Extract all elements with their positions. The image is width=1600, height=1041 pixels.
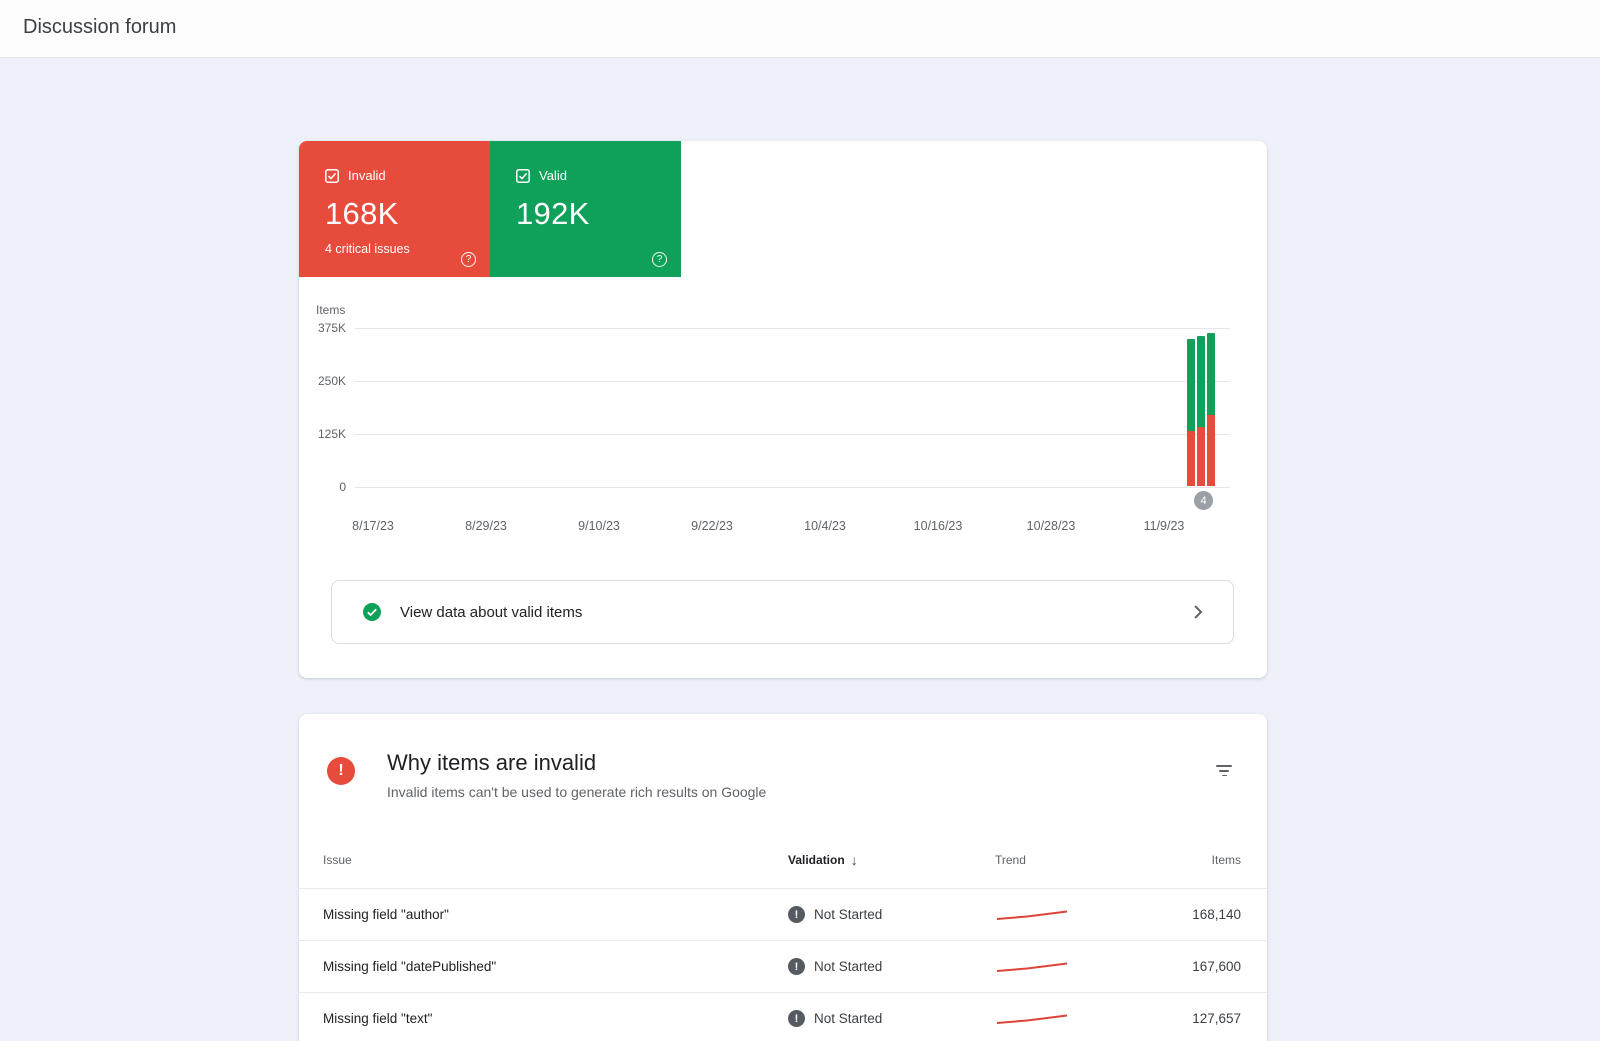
col-validation[interactable]: Validation ↓ <box>788 852 995 868</box>
trend-cell <box>995 1012 1155 1026</box>
invalid-label: Invalid <box>348 168 386 183</box>
error-icon: ! <box>327 757 355 785</box>
critical-issues-note: 4 critical issues <box>325 242 410 256</box>
y-tick: 250K <box>317 374 346 388</box>
validation-status: Not Started <box>814 959 883 974</box>
x-tick: 8/17/23 <box>352 519 394 533</box>
valid-count: 192K <box>516 196 590 231</box>
x-tick: 11/9/23 <box>1143 519 1185 533</box>
gridline: 250K <box>318 374 1230 388</box>
report-header: Discussion forum <box>0 0 1600 58</box>
annotations-count-badge[interactable]: 4 <box>1194 491 1213 510</box>
col-validation-label: Validation <box>788 853 845 867</box>
checkbox-checked-icon <box>325 168 339 183</box>
issue-row[interactable]: Missing field "author"! Not Started 168,14… <box>299 889 1267 941</box>
view-valid-items-row[interactable]: View data about valid items <box>331 580 1234 644</box>
issues-title: Why items are invalid <box>387 750 597 775</box>
x-tick: 9/22/23 <box>691 519 733 533</box>
issue-items-count: 167,600 <box>1192 959 1241 974</box>
y-axis-title: Items <box>316 303 346 317</box>
valid-toggle-header: Valid <box>516 168 681 183</box>
help-icon[interactable]: ? <box>461 252 476 267</box>
trend-cell <box>995 960 1155 974</box>
invalid-count: 168K <box>325 196 399 231</box>
gridline: 125K <box>318 427 1230 441</box>
col-issue: Issue <box>323 853 352 867</box>
issue-row[interactable]: Missing field "text"! Not Started 127,657 <box>299 993 1267 1041</box>
stacked-bar[interactable] <box>1197 335 1205 486</box>
validation-status: Not Started <box>814 907 883 922</box>
issues-table: Issue Validation ↓ Trend Items Missing f… <box>299 832 1267 1041</box>
sort-desc-icon: ↓ <box>850 852 858 868</box>
valid-summary-toggle[interactable]: Valid 192K ? <box>490 141 681 277</box>
x-tick: 9/10/23 <box>578 519 620 533</box>
x-tick: 10/4/23 <box>804 519 846 533</box>
help-icon[interactable]: ? <box>652 252 667 267</box>
issues-subtitle: Invalid items can't be used to generate … <box>387 784 767 800</box>
not-started-icon: ! <box>788 906 805 923</box>
check-circle-icon <box>362 602 382 622</box>
gridline: 375K <box>318 321 1230 335</box>
y-tick: 125K <box>317 427 346 441</box>
validation-cell: ! Not Started <box>788 1010 995 1027</box>
x-tick: 10/28/23 <box>1026 519 1076 533</box>
trend-sparkline <box>996 1014 1068 1024</box>
issue-name: Missing field "author" <box>323 907 449 922</box>
checkbox-checked-icon <box>516 168 530 183</box>
issues-table-body: Missing field "author"! Not Started 168,14… <box>299 889 1267 1041</box>
stacked-bar[interactable] <box>1207 333 1215 486</box>
validation-status: Not Started <box>814 1011 883 1026</box>
bar-invalid-segment <box>1187 430 1195 486</box>
not-started-icon: ! <box>788 958 805 975</box>
invalid-toggle-header: Invalid <box>325 168 490 183</box>
trend-cell <box>995 908 1155 922</box>
view-valid-items-label: View data about valid items <box>400 603 583 621</box>
issue-name: Missing field "text" <box>323 1011 433 1026</box>
col-items: Items <box>1211 853 1241 867</box>
invalid-issues-card: ! Why items are invalid Invalid items ca… <box>299 714 1267 1041</box>
col-trend: Trend <box>995 853 1026 867</box>
issue-items-count: 127,657 <box>1192 1011 1241 1026</box>
chart-plot: 375K 250K 125K 0 4 <box>318 321 1230 510</box>
issue-row[interactable]: Missing field "datePublished"! Not Starte… <box>299 941 1267 993</box>
bar-invalid-segment <box>1207 414 1215 486</box>
filter-icon[interactable] <box>1215 765 1233 779</box>
gridline: 0 <box>339 480 1230 494</box>
x-axis-ticks: 8/17/23 8/29/23 9/10/23 9/22/23 10/4/23 10/16… <box>299 519 1267 535</box>
summary-toggles: Invalid 168K 4 critical issues ? Valid 1… <box>299 141 681 277</box>
items-report-card: Invalid 168K 4 critical issues ? Valid 1… <box>299 141 1267 678</box>
issues-table-header: Issue Validation ↓ Trend Items <box>299 832 1267 889</box>
chevron-right-icon <box>1193 604 1203 620</box>
x-tick: 8/29/23 <box>465 519 507 533</box>
bar-invalid-segment <box>1197 427 1205 486</box>
validation-cell: ! Not Started <box>788 906 995 923</box>
page-title: Discussion forum <box>23 16 177 38</box>
invalid-summary-toggle[interactable]: Invalid 168K 4 critical issues ? <box>299 141 490 277</box>
validation-cell: ! Not Started <box>788 958 995 975</box>
y-tick: 0 <box>339 480 346 494</box>
issue-name: Missing field "datePublished" <box>323 959 497 974</box>
not-started-icon: ! <box>788 1010 805 1027</box>
valid-label: Valid <box>539 168 567 183</box>
x-tick: 10/16/23 <box>913 519 963 533</box>
y-tick: 375K <box>317 321 346 335</box>
trend-sparkline <box>996 910 1068 920</box>
trend-sparkline <box>996 962 1068 972</box>
stacked-bar[interactable] <box>1187 338 1195 486</box>
issue-items-count: 168,140 <box>1192 907 1241 922</box>
